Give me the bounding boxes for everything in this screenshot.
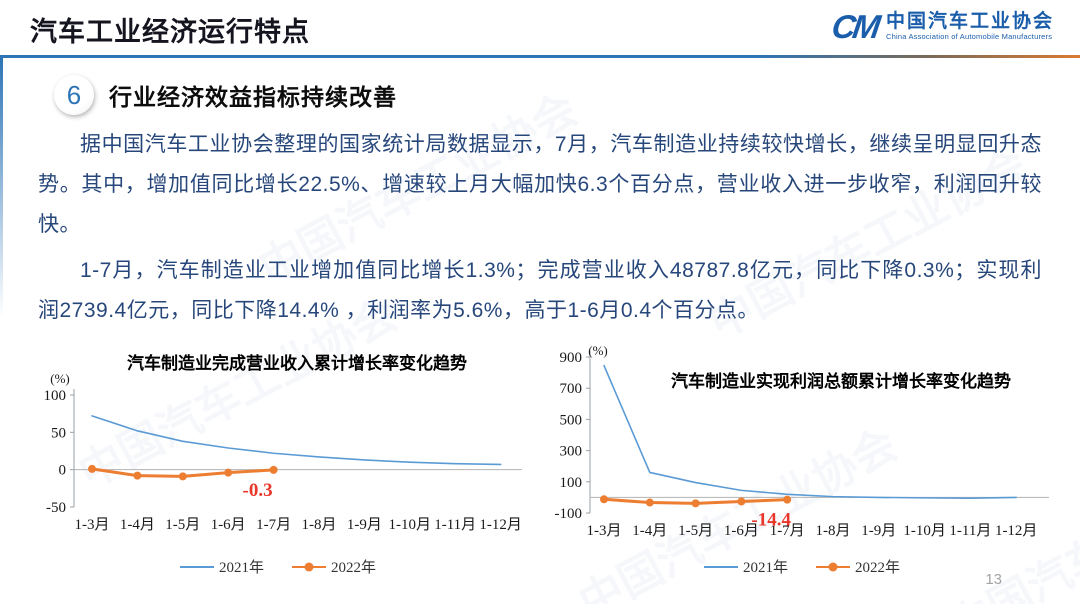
profit-chart-plot: 900 700 500 300 100 -100 (%) 1-3月 1-4月 1-5月 1-6月 1-… bbox=[555, 345, 1049, 539]
revenue-chart-plot: 100 50 0 -50 (%) 1-3月 1-4月 1-5月 1-6月 1-7月 1-8月 1-9月… bbox=[44, 371, 522, 533]
slide-body: 中国汽车工业协会 中国汽车工业协会 中国汽车工业协会 中国汽车工业协会 中国汽车… bbox=[0, 58, 1080, 604]
svg-text:1-6月: 1-6月 bbox=[211, 517, 246, 533]
svg-text:1-6月: 1-6月 bbox=[724, 523, 759, 539]
svg-text:1-10月: 1-10月 bbox=[389, 517, 432, 533]
revenue-growth-chart: 汽车制造业完成营业收入累计增长率变化趋势 100 50 0 -50 (%) 1-3月 1-4… bbox=[16, 343, 540, 581]
svg-text:1-7月: 1-7月 bbox=[770, 523, 805, 539]
profit-chart-legend: 2021年 2022年 bbox=[540, 556, 1064, 577]
svg-text:1-4月: 1-4月 bbox=[120, 517, 155, 533]
section-number-badge: 6 bbox=[54, 75, 94, 115]
svg-text:100: 100 bbox=[560, 475, 583, 491]
svg-text:1-9月: 1-9月 bbox=[347, 517, 382, 533]
svg-text:1-11月: 1-11月 bbox=[434, 517, 476, 533]
profit-chart-title: 汽车制造业实现利润总额累计增长率变化趋势 bbox=[671, 372, 1011, 391]
svg-text:1-8月: 1-8月 bbox=[302, 517, 337, 533]
svg-text:-50: -50 bbox=[46, 500, 66, 516]
revenue-chart-title: 汽车制造业完成营业收入累计增长率变化趋势 bbox=[127, 354, 467, 373]
section-header: 6 行业经济效益指标持续改善 bbox=[0, 58, 1080, 119]
svg-text:1-10月: 1-10月 bbox=[903, 523, 946, 539]
svg-text:0: 0 bbox=[59, 463, 67, 479]
page-title: 汽车工业经济运行特点 bbox=[30, 17, 310, 47]
profit-growth-chart: 汽车制造业实现利润总额累计增长率变化趋势 900 700 500 300 100 -100… bbox=[540, 343, 1064, 581]
svg-text:-100: -100 bbox=[555, 506, 583, 522]
legend-item: 2021年 bbox=[179, 556, 264, 577]
svg-text:1-3月: 1-3月 bbox=[587, 523, 622, 539]
legend-item: 2022年 bbox=[816, 556, 900, 577]
svg-text:1-11月: 1-11月 bbox=[949, 523, 991, 539]
svg-text:1-8月: 1-8月 bbox=[816, 523, 851, 539]
svg-text:700: 700 bbox=[560, 381, 583, 397]
legend-item: 2021年 bbox=[703, 556, 788, 577]
revenue-chart-legend: 2021年 2022年 bbox=[16, 556, 540, 577]
svg-text:900: 900 bbox=[560, 350, 583, 366]
caam-logo-icon: CM bbox=[829, 8, 880, 45]
caam-logo: CM 中国汽车工业协会 China Association of Automob… bbox=[829, 8, 1054, 46]
paragraph-monthly: 据中国汽车工业协会整理的国家统计局数据显示，7月，汽车制造业持续较快增长，继续呈… bbox=[38, 133, 1042, 236]
caam-logo-name-cn: 中国汽车工业协会 bbox=[885, 11, 1054, 33]
caam-logo-text: 中国汽车工业协会 China Association of Automobile… bbox=[885, 11, 1054, 42]
svg-text:(%): (%) bbox=[50, 371, 70, 386]
svg-text:1-4月: 1-4月 bbox=[632, 523, 667, 539]
left-accent-line bbox=[0, 58, 3, 318]
svg-text:-0.3: -0.3 bbox=[243, 480, 273, 501]
svg-text:1-9月: 1-9月 bbox=[861, 523, 896, 539]
svg-text:1-5月: 1-5月 bbox=[678, 523, 713, 539]
svg-text:1-7月: 1-7月 bbox=[256, 517, 291, 533]
svg-text:-14.4: -14.4 bbox=[751, 510, 791, 531]
header: 汽车工业经济运行特点 CM 中国汽车工业协会 China Association… bbox=[0, 0, 1080, 58]
svg-text:1-12月: 1-12月 bbox=[479, 517, 522, 533]
svg-text:100: 100 bbox=[44, 388, 67, 404]
svg-text:1-5月: 1-5月 bbox=[165, 517, 200, 533]
header-accent-line bbox=[0, 55, 1080, 58]
svg-text:1-3月: 1-3月 bbox=[75, 517, 110, 533]
legend-item: 2022年 bbox=[292, 556, 376, 577]
page-number: 13 bbox=[985, 571, 1002, 588]
svg-text:300: 300 bbox=[560, 444, 583, 460]
charts-row: 汽车制造业完成营业收入累计增长率变化趋势 100 50 0 -50 (%) 1-3月 1-4… bbox=[0, 343, 1080, 581]
svg-text:500: 500 bbox=[560, 412, 583, 428]
caam-logo-name-en: China Association of Automobile Manufact… bbox=[885, 32, 1053, 42]
svg-text:(%): (%) bbox=[588, 345, 608, 358]
svg-text:1-12月: 1-12月 bbox=[995, 523, 1037, 539]
svg-text:50: 50 bbox=[51, 425, 66, 441]
section-heading: 行业经济效益指标持续改善 bbox=[109, 84, 397, 110]
paragraph-cumulative: 1-7月，汽车制造业工业增加值同比增长1.3%；完成营业收入48787.8亿元，… bbox=[38, 259, 1042, 322]
